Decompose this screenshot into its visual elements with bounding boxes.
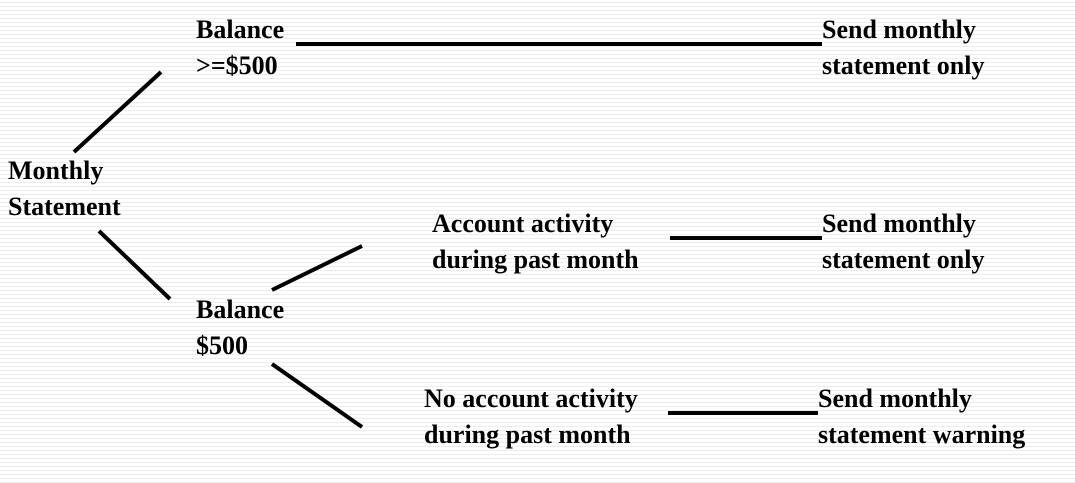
edge-root-balance-low — [97, 229, 172, 301]
edge-root-balance-high — [72, 70, 163, 154]
node-line: No account activity — [424, 384, 638, 413]
node-line: Send monthly — [818, 384, 972, 413]
node-line: during past month — [432, 245, 639, 274]
node-line: Account activity — [432, 209, 614, 238]
node-line: Balance — [196, 15, 285, 44]
node-monthly-statement: Monthly Statement — [8, 153, 121, 225]
node-outcome-statement-warning: Send monthly statement warning — [818, 381, 1025, 453]
node-balance-low: Balance $500 — [196, 292, 284, 364]
node-account-activity: Account activity during past month — [432, 206, 639, 278]
node-balance-high: Balance >=$500 — [196, 12, 284, 84]
node-line: $500 — [196, 331, 248, 360]
node-no-account-activity: No account activity during past month — [424, 381, 638, 453]
node-outcome-statement-only-2: Send monthly statement only — [822, 206, 984, 278]
node-line: Balance — [196, 295, 285, 324]
node-line: Monthly — [8, 156, 104, 185]
node-line: statement warning — [818, 420, 1026, 449]
node-line: statement only — [822, 51, 985, 80]
node-outcome-statement-only-1: Send monthly statement only — [822, 12, 984, 84]
node-line: during past month — [424, 420, 631, 449]
node-line: Send monthly — [822, 15, 976, 44]
node-line: Statement — [8, 192, 121, 221]
node-line: >=$500 — [196, 51, 278, 80]
edge-balance-low-activity — [271, 244, 363, 292]
node-line: Send monthly — [822, 209, 976, 238]
edge-balance-low-no-activity — [270, 362, 364, 429]
node-line: statement only — [822, 245, 985, 274]
